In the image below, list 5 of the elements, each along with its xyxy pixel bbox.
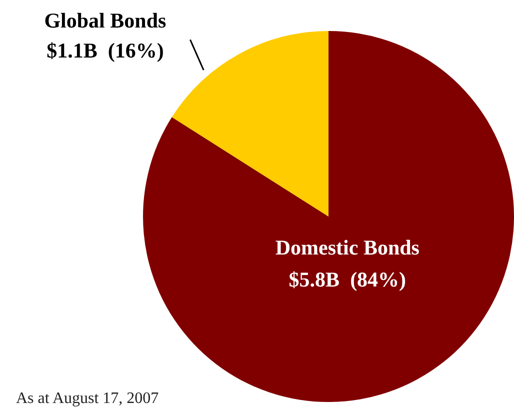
data-label: $5.8B (84%) bbox=[288, 268, 406, 292]
slice-label: Global Bonds bbox=[44, 8, 166, 32]
text: As at August 17, 2007 bbox=[16, 390, 159, 408]
slice-label: Domestic Bonds bbox=[275, 236, 420, 260]
data-label: $1.1B (16%) bbox=[46, 38, 164, 62]
